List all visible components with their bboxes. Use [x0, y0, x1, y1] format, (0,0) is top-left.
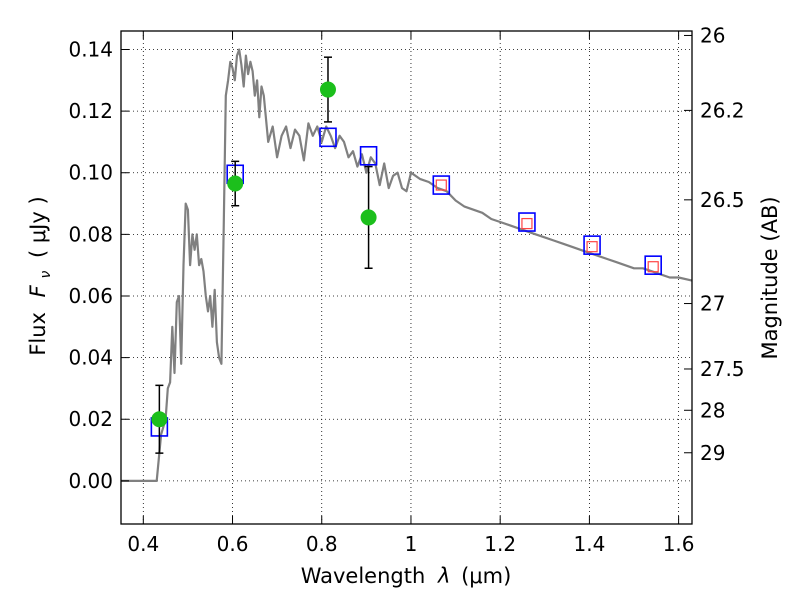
x-tick-label: 1.6 [663, 532, 695, 556]
synthetic-flux-marker [644, 255, 662, 275]
plot-frame [120, 30, 693, 525]
x-axis-label: Wavelength λ (μm) [301, 564, 512, 588]
y2-tick-label: 26.5 [700, 188, 745, 212]
observed-flux-point [151, 411, 168, 428]
synthetic-flux-marker [432, 175, 451, 195]
y-tick-label: 0.12 [68, 99, 113, 123]
x-tick-label: 1 [405, 532, 418, 556]
y-tick-label: 0.00 [68, 469, 113, 493]
y2-tick-label: 27.5 [700, 357, 745, 381]
x-tick-label: 0.4 [127, 532, 159, 556]
model-flux-marker [435, 179, 447, 191]
model-sed-line [121, 48, 693, 482]
y-tick-label: 0.08 [68, 222, 113, 246]
x-tick-label: 0.8 [306, 532, 338, 556]
synthetic-flux-marker [583, 235, 601, 255]
model-flux-marker [586, 241, 598, 253]
model-flux-marker [521, 217, 533, 230]
y-tick-label: 0.10 [68, 161, 113, 185]
y-tick-label: 0.06 [68, 284, 113, 308]
y2-tick-label: 27 [700, 292, 725, 316]
observed-flux-point [227, 175, 244, 192]
x-tick-label: 1.4 [573, 532, 605, 556]
synthetic-flux-marker [518, 212, 536, 232]
x-tick-label: 0.6 [217, 532, 249, 556]
y-tick-label: 0.14 [68, 37, 113, 61]
axis-ticks: 0.4 0.6 0.8 1 1.2 1.4 1.6 0.00 0.02 0.04 0.06 0.08 0… [68, 23, 744, 556]
y2-tick-label: 28 [700, 398, 725, 422]
observed-flux-point [319, 81, 336, 98]
y-tick-label: 0.02 [68, 407, 113, 431]
synthetic-flux-marker [359, 145, 378, 166]
model-flux-marker [647, 261, 659, 273]
grid-lines [121, 31, 692, 524]
y-tick-label: 0.04 [68, 346, 113, 370]
y2-tick-label: 29 [700, 441, 725, 465]
x-tick-label: 1.2 [484, 532, 516, 556]
model-sed-curve-group [121, 48, 693, 482]
observed-flux-point [360, 209, 377, 226]
photometry-markers [150, 56, 662, 454]
y2-tick-label: 26.2 [700, 98, 745, 122]
y-axis-label: Flux F ν ( μJy ) [26, 196, 55, 355]
y2-tick-label: 26 [700, 23, 725, 47]
synthetic-flux-marker [319, 127, 337, 148]
y2-axis-label: Magnitude (AB) [758, 196, 782, 359]
